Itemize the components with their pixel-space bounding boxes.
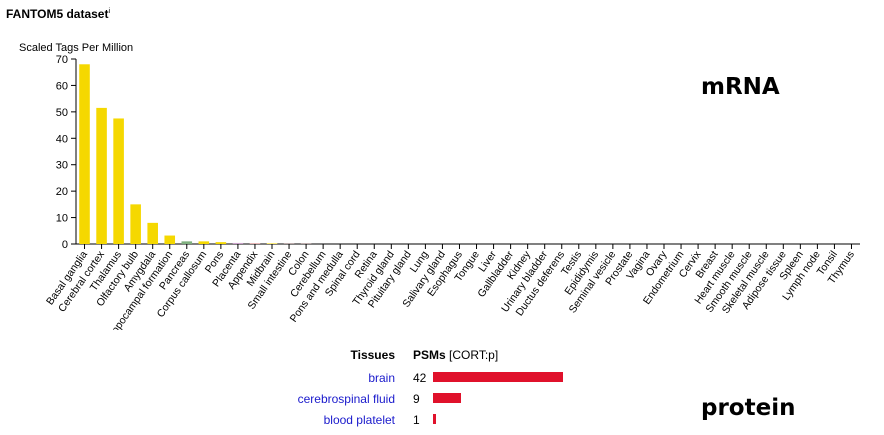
psm-row: brain 42 <box>0 371 700 392</box>
bar-amygdala <box>147 222 158 244</box>
bar-appendix <box>249 243 261 244</box>
psm-count: 1 <box>413 413 420 427</box>
psm-row: cerebrospinal fluid 9 <box>0 392 700 413</box>
y-tick-label: 60 <box>56 80 68 92</box>
psm-bar <box>433 393 461 403</box>
dataset-title: FANTOM5 dataseti <box>6 7 110 21</box>
bar-placenta <box>232 242 244 244</box>
y-tick-label: 30 <box>56 160 68 172</box>
bar-thalamus <box>113 118 124 244</box>
psm-header-psms-label: PSMs <box>413 348 446 362</box>
bar-basal-ganglia <box>79 64 90 245</box>
bar-cerebral-cortex <box>96 107 107 245</box>
psm-header-psms: PSMs [CORT:p] <box>413 348 498 362</box>
psm-header-tissues: Tissues <box>350 348 395 362</box>
bar-olfactory-bulb <box>130 204 141 244</box>
y-axis-title: Scaled Tags Per Million <box>19 42 133 54</box>
y-tick-label: 20 <box>56 186 68 198</box>
psm-tissue-link[interactable]: brain <box>368 371 395 385</box>
bar-pancreas <box>181 241 193 244</box>
psm-bar <box>433 372 563 382</box>
bar-midbrain <box>266 243 278 244</box>
mrna-label: mRNA <box>701 74 780 100</box>
mrna-bar-chart: Scaled Tags Per Million010203040506070Ba… <box>19 42 860 330</box>
bar-hippocampal-formation <box>164 235 176 244</box>
psm-count: 9 <box>413 392 420 406</box>
psm-bar <box>433 414 437 424</box>
bar-pons <box>215 242 227 244</box>
protein-label: protein <box>701 395 796 421</box>
psm-row: blood platelet 1 <box>0 413 700 434</box>
info-icon[interactable]: i <box>108 8 111 15</box>
bar-corpus-callosum <box>198 241 210 244</box>
y-tick-label: 40 <box>56 133 68 145</box>
y-tick-label: 10 <box>56 213 68 225</box>
psm-count: 42 <box>413 371 427 385</box>
psm-tissue-link[interactable]: cerebrospinal fluid <box>297 392 395 406</box>
y-tick-label: 70 <box>56 54 68 66</box>
psm-header-psms-sub: [CORT:p] <box>449 348 499 362</box>
psm-tissue-link[interactable]: blood platelet <box>323 413 395 427</box>
y-tick-label: 0 <box>62 239 68 251</box>
y-tick-label: 50 <box>56 107 68 119</box>
dataset-title-text: FANTOM5 dataset <box>6 7 109 21</box>
